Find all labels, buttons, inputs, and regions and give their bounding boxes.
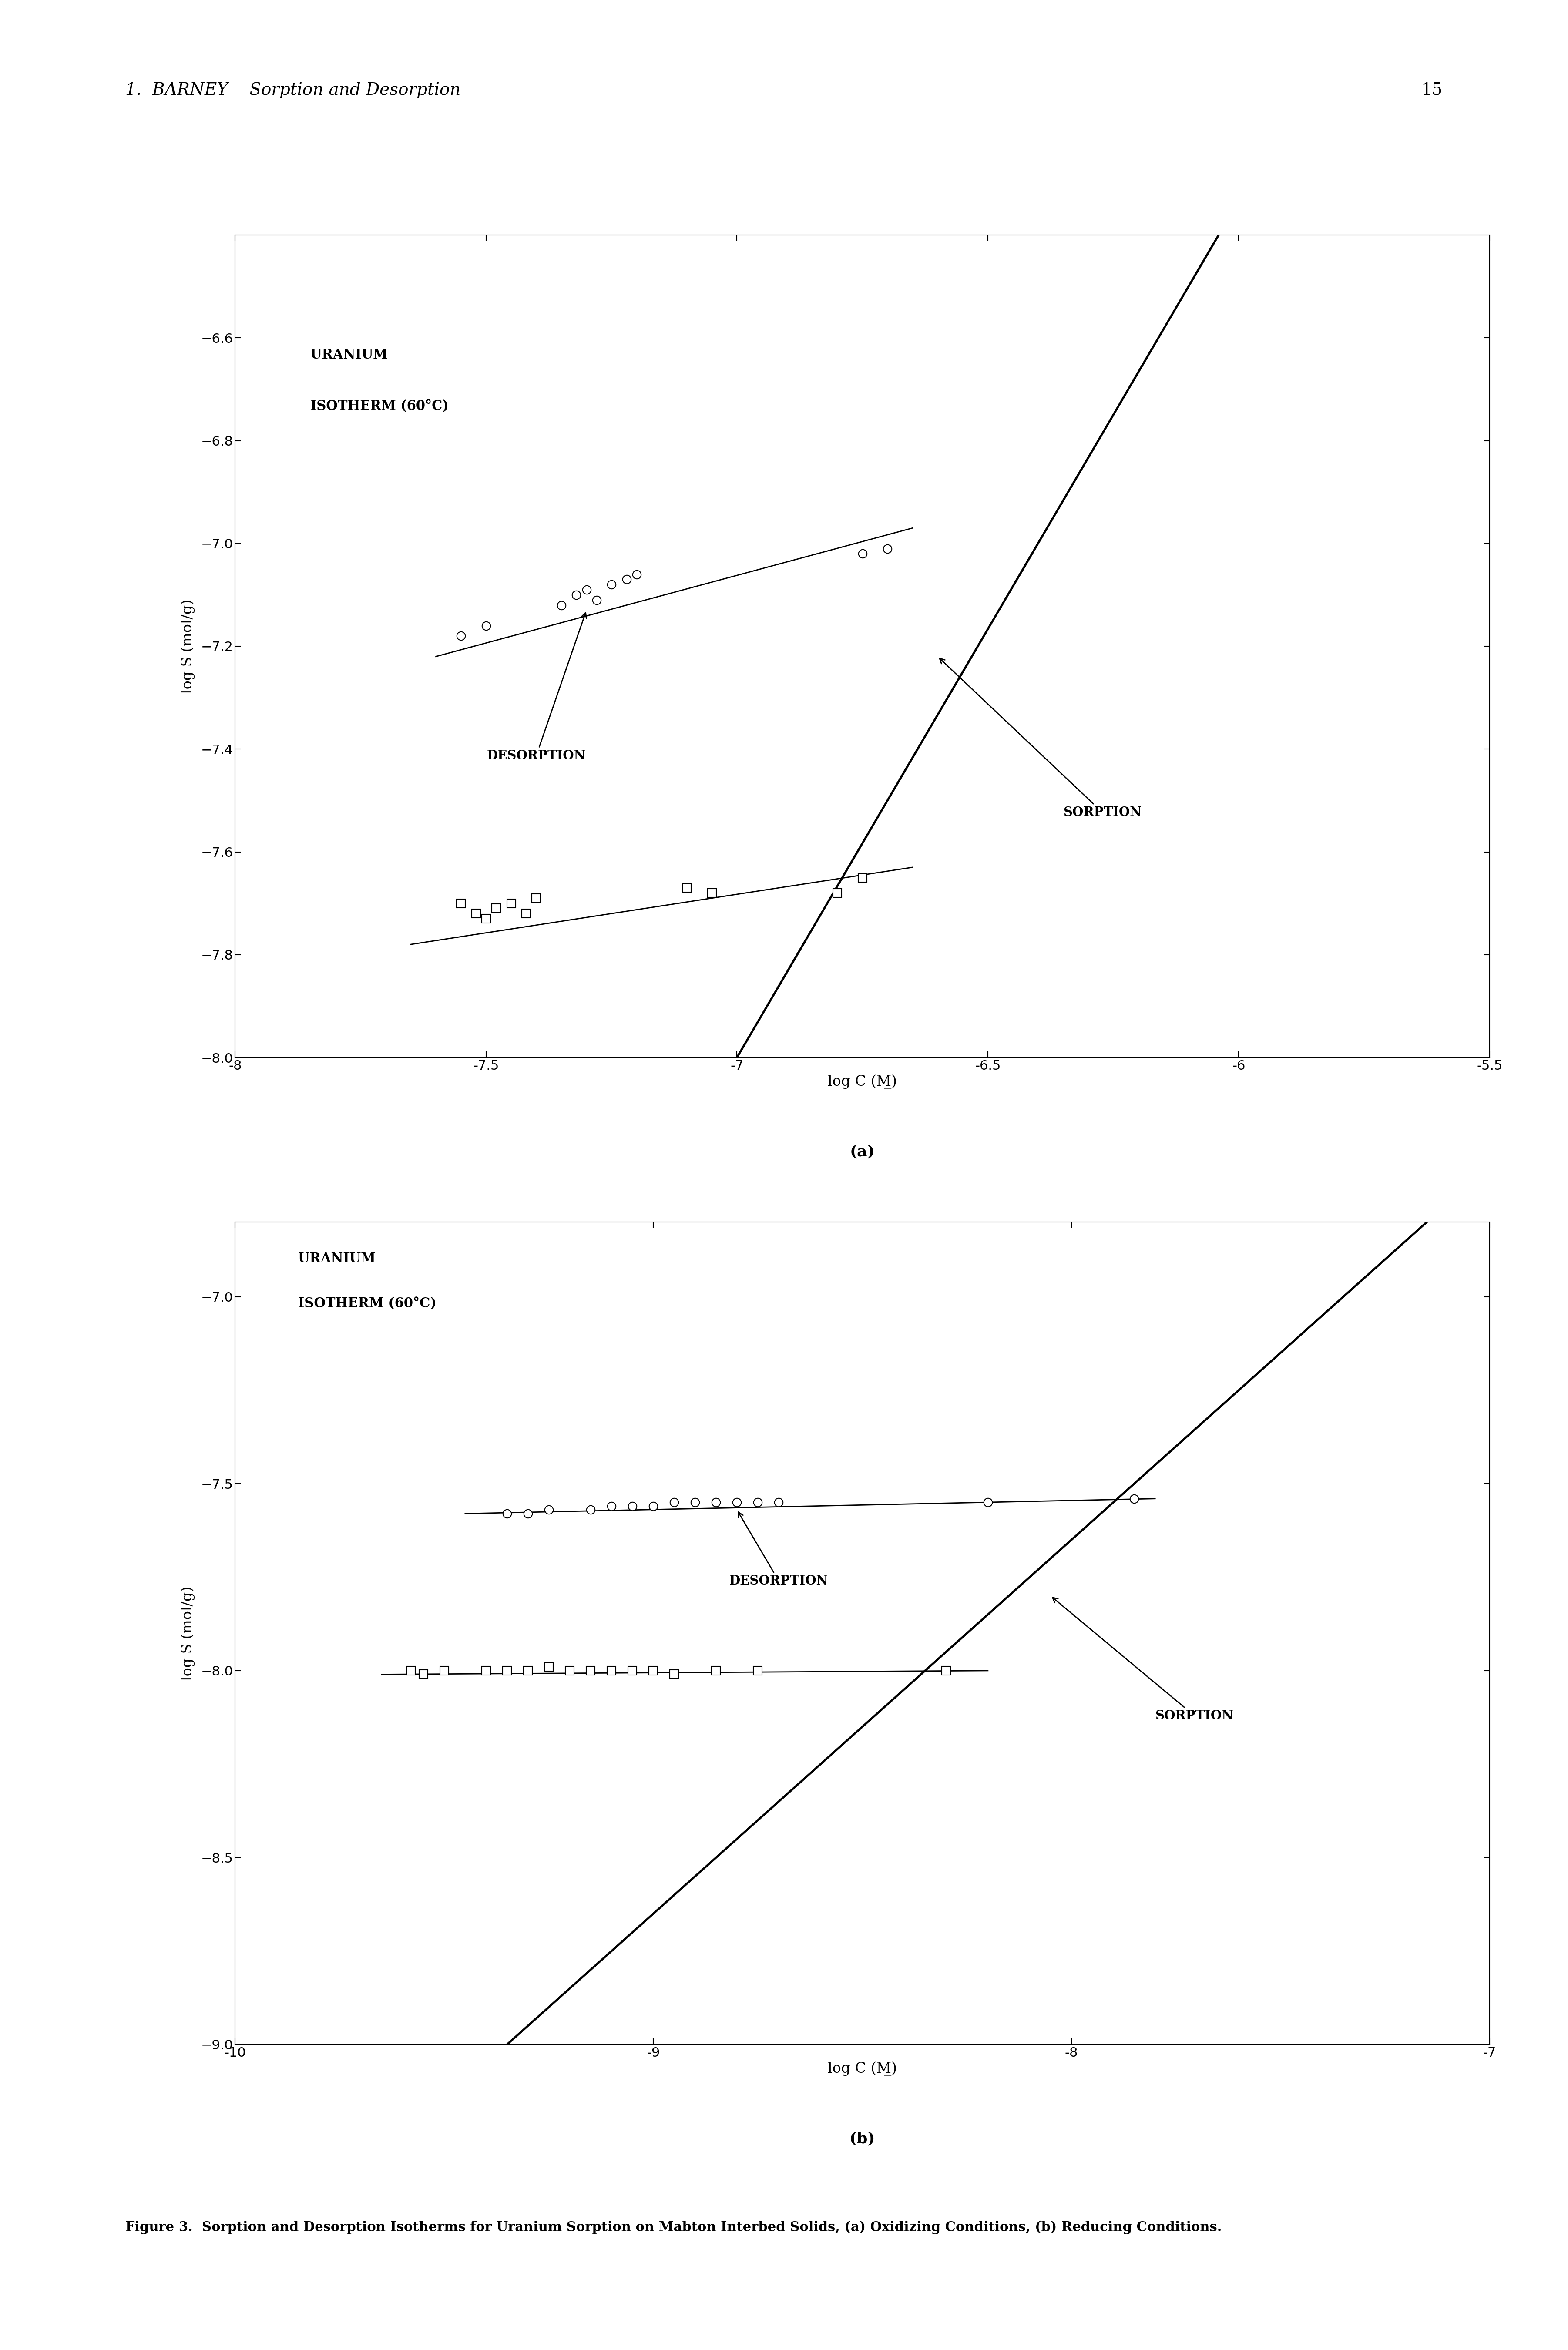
Y-axis label: log S (mol/g): log S (mol/g): [180, 599, 194, 693]
Text: ISOTHERM (60°C): ISOTHERM (60°C): [298, 1297, 436, 1311]
Text: Figure 3.  Sorption and Desorption Isotherms for Uranium Sorption on Mabton Inte: Figure 3. Sorption and Desorption Isothe…: [125, 2221, 1221, 2235]
Text: SORPTION: SORPTION: [1052, 1598, 1234, 1723]
Text: 1.  BARNEY    Sorption and Desorption: 1. BARNEY Sorption and Desorption: [125, 82, 461, 99]
Text: 15: 15: [1421, 82, 1443, 99]
Text: URANIUM: URANIUM: [298, 1253, 375, 1264]
Text: ISOTHERM (60°C): ISOTHERM (60°C): [310, 400, 448, 414]
X-axis label: log C (M̲): log C (M̲): [828, 1074, 897, 1090]
Y-axis label: log S (mol/g): log S (mol/g): [180, 1586, 194, 1680]
Text: DESORPTION: DESORPTION: [486, 613, 586, 761]
Text: URANIUM: URANIUM: [310, 348, 387, 362]
X-axis label: log C (M̲): log C (M̲): [828, 2061, 897, 2077]
Text: (a): (a): [850, 1144, 875, 1159]
Text: DESORPTION: DESORPTION: [729, 1511, 828, 1586]
Text: (b): (b): [850, 2131, 875, 2146]
Text: SORPTION: SORPTION: [939, 658, 1142, 818]
